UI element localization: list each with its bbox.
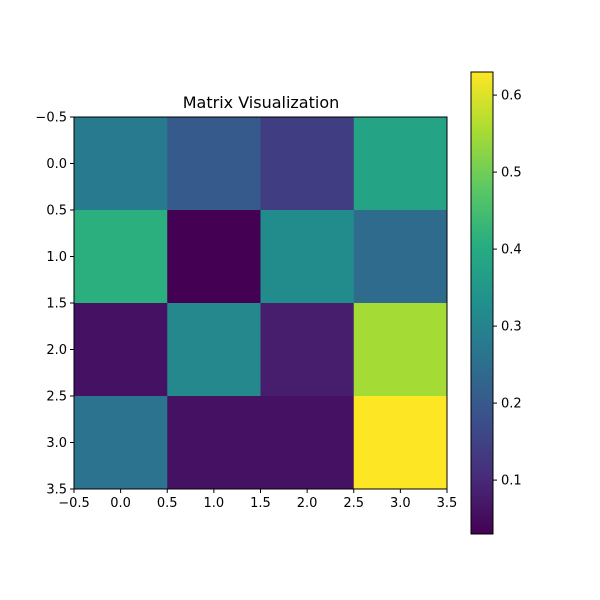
x-tick-label: 2.0 bbox=[297, 496, 318, 511]
heatmap-cell-r2-c1 bbox=[167, 303, 261, 397]
y-tick-label: 0.5 bbox=[46, 204, 67, 219]
y-tick-label: 2.5 bbox=[46, 390, 67, 405]
x-tick-label: −0.5 bbox=[58, 496, 90, 511]
colorbar-tick-label: 0.4 bbox=[501, 243, 522, 258]
x-tick-label: 3.5 bbox=[437, 496, 458, 511]
colorbar-tick-label: 0.6 bbox=[501, 89, 522, 104]
x-tick-label: 0.5 bbox=[157, 496, 178, 511]
heatmap-cell-r2-c0 bbox=[74, 303, 168, 397]
heatmap-cell-r1-c3 bbox=[353, 210, 448, 304]
x-tick-label: 1.5 bbox=[250, 496, 271, 511]
heatmap-cell-r3-c3 bbox=[353, 396, 448, 490]
colorbar-tick-label: 0.5 bbox=[501, 166, 522, 181]
y-tick-label: 0.0 bbox=[46, 157, 67, 172]
heatmap-cell-r3-c1 bbox=[167, 396, 261, 490]
y-tick-label: 1.0 bbox=[46, 250, 67, 265]
heatmap-cell-r1-c1 bbox=[167, 210, 261, 304]
heatmap-cell-r0-c1 bbox=[167, 117, 261, 211]
heatmap-cells bbox=[74, 117, 448, 490]
y-tick-label: 2.0 bbox=[46, 343, 67, 358]
y-tick-label: −0.5 bbox=[35, 111, 67, 126]
heatmap-cell-r2-c3 bbox=[353, 303, 448, 397]
colorbar-axis: 0.1 0.2 0.3 0.4 0.5 0.6 bbox=[493, 89, 522, 489]
x-tick-label: 1.0 bbox=[204, 496, 225, 511]
colorbar-tick-label: 0.3 bbox=[501, 320, 522, 335]
x-tick-label: 0.0 bbox=[110, 496, 131, 511]
y-axis: −0.5 0.0 0.5 1.0 1.5 2.0 2.5 3.0 3.5 bbox=[35, 111, 74, 498]
y-tick-label: 3.0 bbox=[46, 436, 67, 451]
x-axis: −0.5 0.0 0.5 1.0 1.5 2.0 2.5 3.0 3.5 bbox=[58, 489, 457, 511]
chart-title: Matrix Visualization bbox=[183, 93, 340, 112]
heatmap-cell-r0-c0 bbox=[74, 117, 168, 211]
heatmap-cell-r1-c0 bbox=[74, 210, 168, 304]
heatmap-cell-r0-c3 bbox=[353, 117, 448, 211]
x-tick-label: 2.5 bbox=[343, 496, 364, 511]
heatmap-cell-r0-c2 bbox=[260, 117, 355, 211]
heatmap-cell-r3-c2 bbox=[260, 396, 355, 490]
heatmap-cell-r2-c2 bbox=[260, 303, 355, 397]
colorbar bbox=[470, 71, 494, 535]
y-tick-label: 3.5 bbox=[46, 483, 67, 498]
heatmap-cell-r3-c0 bbox=[74, 396, 168, 490]
colorbar-tick-label: 0.1 bbox=[501, 474, 522, 489]
colorbar-tick-label: 0.2 bbox=[501, 397, 522, 412]
y-tick-label: 1.5 bbox=[46, 297, 67, 312]
heatmap-cell-r1-c2 bbox=[260, 210, 355, 304]
x-tick-label: 3.0 bbox=[390, 496, 411, 511]
